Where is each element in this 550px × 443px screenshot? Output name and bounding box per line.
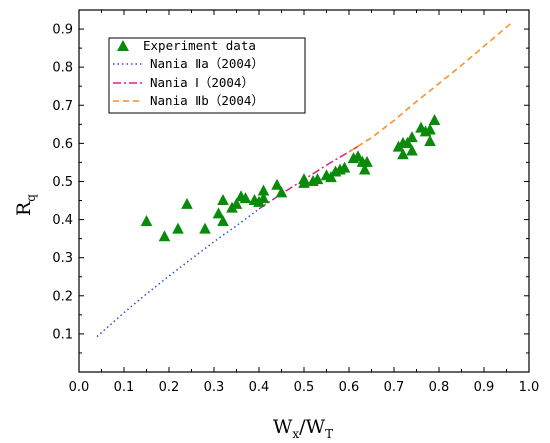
data-point xyxy=(424,123,436,135)
data-point xyxy=(239,192,252,204)
data-point xyxy=(406,131,418,143)
x-tick-label: 0.6 xyxy=(339,380,360,395)
data-point xyxy=(181,197,193,209)
tick-layer: 0.0 0.1 0.2 0.3 0.4 0.5 0.6 0.7 0.8 0.9 1.0 0.1 0.2 0… xyxy=(52,9,540,395)
data-point xyxy=(406,144,418,156)
y-axis-title: Rq xyxy=(13,194,38,216)
data-point xyxy=(271,178,283,190)
y-tick-label: 0.1 xyxy=(52,327,73,342)
x-tick-label: 0.2 xyxy=(159,380,180,395)
data-point xyxy=(352,150,364,162)
x-tick-label: 0.9 xyxy=(474,380,495,395)
data-point xyxy=(311,173,324,185)
y-tick-label: 0.2 xyxy=(52,289,73,304)
data-point xyxy=(257,184,270,196)
x-tick-label: 1.0 xyxy=(519,380,540,395)
y-tick-label: 0.5 xyxy=(52,175,73,190)
data-point xyxy=(230,197,243,209)
data-point xyxy=(257,192,270,204)
x-tick-label: 0.5 xyxy=(294,380,315,395)
data-point xyxy=(401,136,414,148)
legend-box xyxy=(108,37,306,114)
data-point xyxy=(217,214,229,226)
data-point xyxy=(212,207,225,219)
data-point xyxy=(140,214,153,226)
x-tick-label: 0.7 xyxy=(384,380,405,395)
y-tick-label: 0.8 xyxy=(52,61,73,76)
x-tick-label: 0.1 xyxy=(114,380,135,395)
series-layer xyxy=(96,22,512,338)
y-tick-label: 0.7 xyxy=(52,99,73,114)
data-point xyxy=(275,186,288,198)
legend: Experiment data Nania Ⅱa（2004） Nania Ⅰ（2… xyxy=(108,37,306,114)
data-point xyxy=(298,176,310,188)
legend-label-nania-iib: Nania Ⅱb（2004） xyxy=(150,93,264,108)
y-tick-label: 0.3 xyxy=(52,251,73,266)
x-tick-label: 0.0 xyxy=(69,380,90,395)
data-point xyxy=(325,171,337,183)
x-tick-label: 0.3 xyxy=(204,380,225,395)
series-line-1 xyxy=(96,208,260,338)
data-point xyxy=(358,163,371,175)
data-point xyxy=(199,222,211,234)
y-tick-label: 0.9 xyxy=(52,23,73,38)
data-point xyxy=(338,161,351,173)
legend-marker-experiment xyxy=(117,40,129,51)
data-point xyxy=(428,114,441,126)
legend-label-nania-i: Nania Ⅰ（2004） xyxy=(150,75,254,90)
data-point xyxy=(361,155,373,167)
series-line-2 xyxy=(258,145,359,210)
data-point xyxy=(397,148,409,160)
y-tick-label: 0.6 xyxy=(52,137,73,152)
legend-label-experiment: Experiment data xyxy=(143,38,256,53)
x-tick-label: 0.4 xyxy=(249,380,270,395)
series-line-3 xyxy=(348,22,512,153)
legend-label-nania-iia: Nania Ⅱa（2004） xyxy=(150,56,264,71)
x-tick-label: 0.8 xyxy=(429,380,450,395)
data-point xyxy=(158,230,171,242)
data-point xyxy=(424,134,436,146)
data-point xyxy=(172,222,184,234)
x-axis-title: Wx/WT xyxy=(273,416,333,441)
data-point xyxy=(217,194,229,206)
y-tick-label: 0.4 xyxy=(52,213,73,228)
